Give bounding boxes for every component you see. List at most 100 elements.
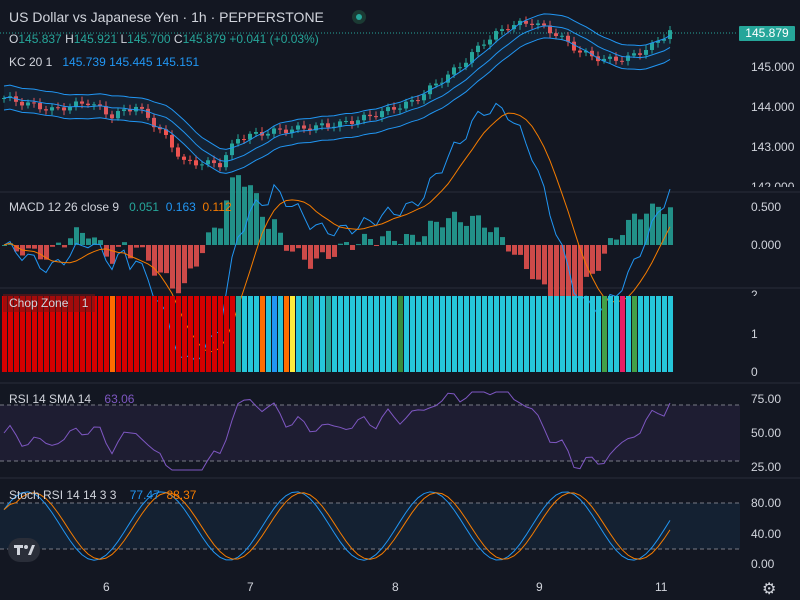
kc-legend[interactable]: KC 20 1 145.739 145.445 145.151 <box>9 55 199 69</box>
candle-body <box>656 40 660 43</box>
chop-zone-bar <box>254 296 259 372</box>
macd-hist-bar <box>128 245 133 259</box>
gear-icon[interactable]: ⚙ <box>762 581 777 598</box>
candle-body <box>284 129 288 134</box>
chop-zone-bar <box>578 296 583 372</box>
macd-hist-bar <box>248 185 253 245</box>
candle-body <box>614 56 618 61</box>
chop-zone-bar <box>614 296 619 372</box>
candle-body <box>266 133 270 136</box>
macd-hist-bar <box>194 245 199 267</box>
macd-hist-bar <box>332 245 337 257</box>
chop-zone-bar <box>362 296 367 372</box>
candle-body <box>152 117 156 128</box>
rsi-legend[interactable]: RSI 14 SMA 14 63.06 <box>9 392 134 406</box>
candle-body <box>446 74 450 83</box>
candle-body <box>620 60 624 62</box>
chop-zone-bar <box>416 296 421 372</box>
candle-body <box>506 29 510 31</box>
candle-body <box>98 104 102 107</box>
chop-zone-bar <box>440 296 445 372</box>
macd-hist-bar <box>452 211 457 245</box>
tradingview-logo-icon[interactable] <box>8 538 40 562</box>
candle-body <box>530 23 534 25</box>
macd-legend[interactable]: MACD 12 26 close 9 0.051 0.163 0.112 <box>9 200 232 214</box>
candle-body <box>512 25 516 30</box>
macd-hist-bar <box>242 186 247 245</box>
macd-hist-bar <box>380 236 385 245</box>
macd-hist-bar <box>476 215 481 245</box>
macd-hist-bar <box>122 242 127 245</box>
candle-body <box>632 53 636 56</box>
candle-body <box>320 123 324 126</box>
macd-hist-bar <box>200 245 205 254</box>
candle-body <box>380 111 384 118</box>
macd-hist-bar <box>92 237 97 245</box>
chop-zone-bar <box>146 296 151 372</box>
macd-hist-bar <box>638 219 643 245</box>
chop-zone-bar <box>236 296 241 372</box>
macd-hist-bar <box>32 245 37 249</box>
chop-zone-bar <box>572 296 577 372</box>
chop-zone-bar <box>368 296 373 372</box>
candle-body <box>494 31 498 40</box>
macd-line <box>3 102 671 363</box>
candle-body <box>386 107 390 112</box>
candle-body <box>230 143 234 156</box>
chop-zone-bar <box>98 296 103 372</box>
candle-body <box>440 82 444 84</box>
chop-zone-bar <box>116 296 121 372</box>
candle-body <box>356 120 360 124</box>
chop-zone-bar <box>410 296 415 372</box>
candle-body <box>344 120 348 122</box>
chop-zone-bar <box>194 296 199 372</box>
candle-body <box>146 108 150 118</box>
macd-hist-bar <box>518 245 523 255</box>
kc-upper-value: 145.739 <box>62 55 106 69</box>
candle-body <box>434 83 438 86</box>
chop-zone-bar <box>14 296 19 372</box>
macd-hist-bar <box>338 243 343 245</box>
macd-hist-bar <box>212 227 217 245</box>
macd-hist-bar <box>398 243 403 245</box>
macd-hist-bar <box>290 245 295 252</box>
macd-hist-bar <box>602 245 607 254</box>
macd-hist-bar <box>230 177 235 245</box>
chop-zone-bar <box>596 296 601 372</box>
stoch-k-line <box>3 491 671 561</box>
chop-legend[interactable]: Chop Zone 1 <box>9 296 88 310</box>
candle-body <box>536 23 540 25</box>
candle-body <box>290 129 294 134</box>
symbol-title[interactable]: US Dollar vs Japanese Yen · 1h · PEPPERS… <box>9 9 324 25</box>
candle-body <box>104 106 108 115</box>
candle-body <box>302 125 306 129</box>
chop-zone-bar <box>278 296 283 372</box>
chop-zone-bar <box>644 296 649 372</box>
macd-hist-bar <box>320 245 325 253</box>
chop-zone-bar <box>548 296 553 372</box>
candle-body <box>404 101 408 109</box>
macd-hist-bar <box>14 245 19 252</box>
candle-body <box>26 102 30 106</box>
chop-zone-bar <box>422 296 427 372</box>
macd-hist-bar <box>218 228 223 245</box>
chop-zone-bar <box>104 296 109 372</box>
candle-body <box>164 129 168 135</box>
kc-lower-value: 145.151 <box>155 55 200 69</box>
chop-zone-bar <box>590 296 595 372</box>
ohlc-legend: O145.837 H145.921 L145.700 C145.879 +0.0… <box>9 32 319 46</box>
chop-zone-bar <box>536 296 541 372</box>
macd-hist-bar <box>536 245 541 280</box>
candle-body <box>476 45 480 53</box>
stoch-d-value: 88.37 <box>166 488 197 502</box>
candle-body <box>524 20 528 24</box>
chop-zone-bar <box>458 296 463 372</box>
stoch-legend[interactable]: Stoch RSI 14 14 3 3 77.47 88.37 <box>9 488 196 502</box>
macd-hist-bar <box>386 230 391 245</box>
candle-body <box>482 44 486 46</box>
chop-zone-bar <box>2 296 7 372</box>
macd-hist-bar <box>392 240 397 245</box>
chop-zone-bar <box>74 296 79 372</box>
macd-hist-bar <box>116 245 121 247</box>
